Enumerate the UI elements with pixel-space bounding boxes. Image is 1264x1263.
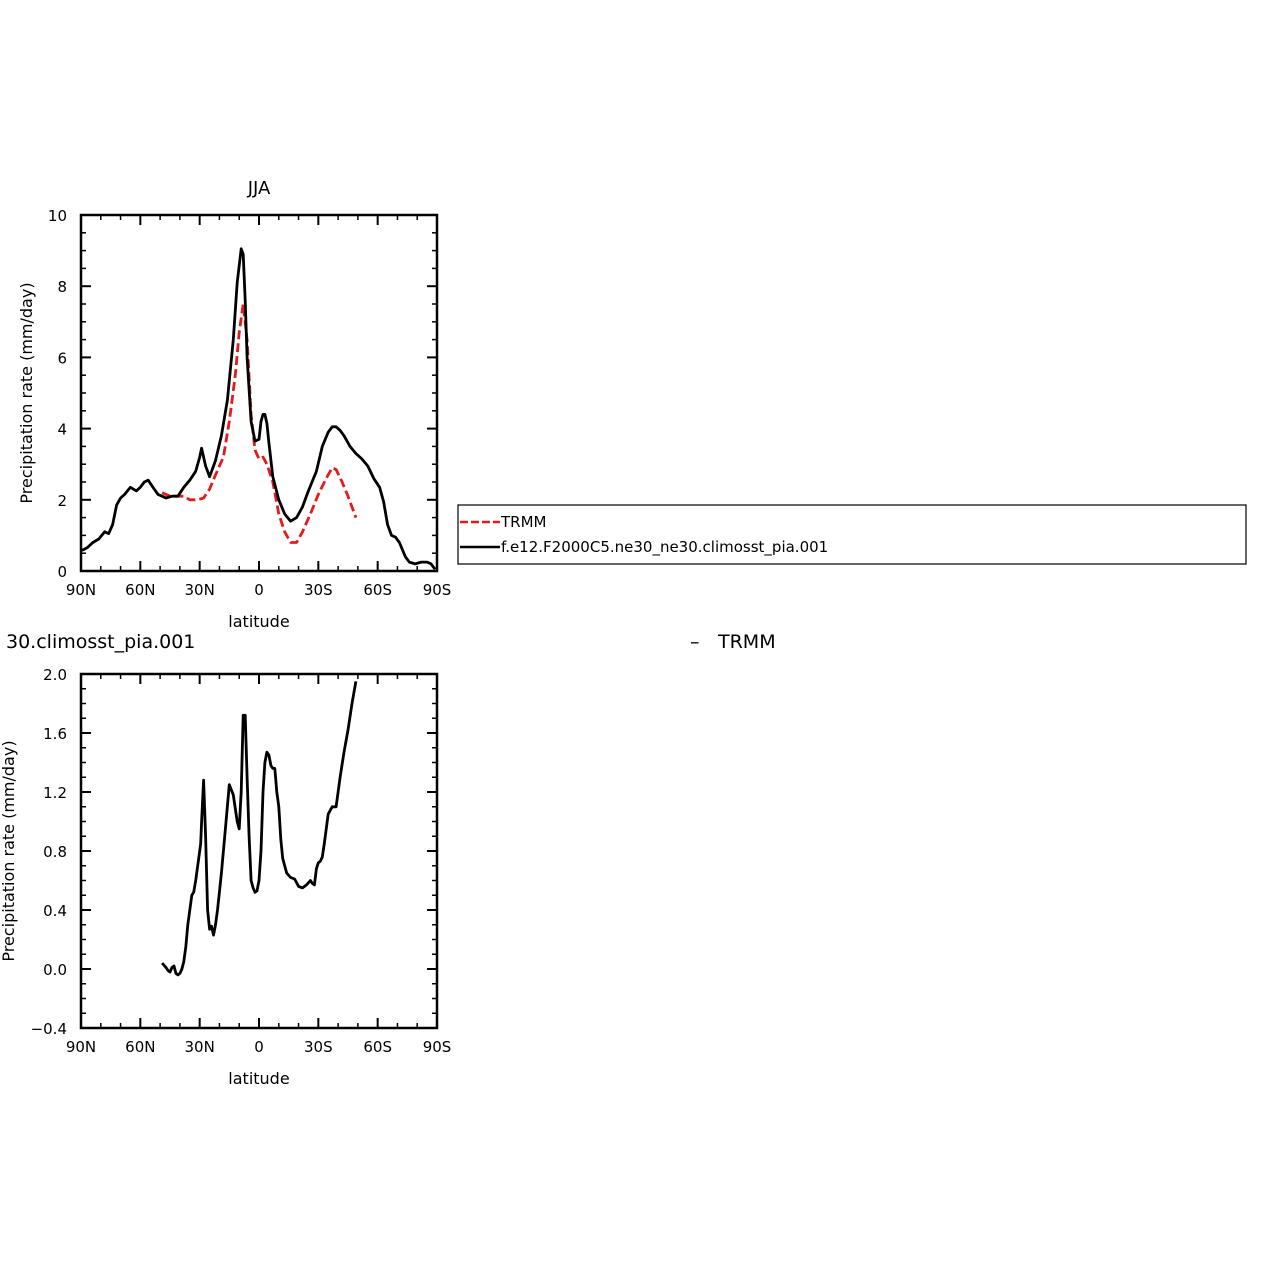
y-axis-title-top: Precipitation rate (mm/day): [17, 282, 36, 503]
chart-title-right-bottom: TRMM: [717, 631, 776, 653]
series-group-top: [81, 247, 437, 571]
x-tick-label: 90N: [66, 581, 96, 599]
x-tick-label: 90S: [423, 1038, 452, 1056]
y-tick-label: 0.0: [43, 961, 67, 979]
chart-panel-bottom: 30.climosst_pia.001 – TRMM 90N 60N 30N 0 30S…: [0, 631, 776, 1088]
x-tick-label: 60S: [363, 1038, 392, 1056]
y-tick-label: 0: [57, 563, 67, 581]
y-axis-title-bottom: Precipitation rate (mm/day): [0, 740, 18, 961]
y-tick-label: 0.8: [43, 843, 67, 861]
x-tick-labels-bottom: 90N 60N 30N 0 30S 60S 90S: [66, 1038, 451, 1056]
x-tick-label: 90S: [423, 581, 452, 599]
x-tick-label: 30N: [185, 1038, 215, 1056]
legend-label-model: f.e12.F2000C5.ne30_ne30.climosst_pia.001: [501, 538, 828, 557]
y-tick-label: 0.4: [43, 902, 67, 920]
y-tick-label: −0.4: [31, 1020, 67, 1038]
plot-frame-bottom: [79, 672, 439, 1030]
x-tick-label: 0: [254, 581, 264, 599]
x-tick-label: 30N: [185, 581, 215, 599]
series-line-f: [81, 247, 437, 571]
series-line-trmm: [161, 302, 358, 544]
plot-frame-top: [79, 213, 439, 573]
y-tick-labels-bottom: −0.4 0.0 0.4 0.8 1.2 1.6 2.0: [31, 666, 67, 1038]
x-tick-label: 60N: [125, 581, 155, 599]
legend: TRMM f.e12.F2000C5.ne30_ne30.climosst_pi…: [457, 504, 1247, 565]
y-tick-labels-top: 0 2 4 6 8 10: [48, 207, 67, 581]
legend-box: [457, 504, 1247, 565]
x-tick-label: 60S: [363, 581, 392, 599]
x-tick-label: 60N: [125, 1038, 155, 1056]
y-tick-label: 1.2: [43, 784, 67, 802]
series-group-bottom: [161, 681, 358, 977]
y-tick-label: 10: [48, 207, 67, 225]
y-tick-label: 6: [57, 349, 67, 367]
x-tick-labels-top: 90N 60N 30N 0 30S 60S 90S: [66, 581, 451, 599]
x-axis-title-bottom: latitude: [228, 1069, 289, 1088]
series-line-model-minus-obs: [161, 681, 358, 977]
x-tick-label: 30S: [304, 581, 333, 599]
y-tick-label: 2: [57, 492, 67, 510]
x-tick-label: 90N: [66, 1038, 96, 1056]
chart-panel-top: JJA 90N 60N 30N 0 30S 60S 90S 0 2 4 6 8 10 latitude…: [17, 178, 451, 631]
legend-label-trmm: TRMM: [500, 513, 546, 531]
y-tick-label: 2.0: [43, 666, 67, 684]
chart-title-bottom: 30.climosst_pia.001: [6, 631, 195, 653]
axis-ticks-bottom: [80, 673, 438, 1029]
axis-ticks-top: [80, 214, 438, 572]
x-tick-label: 30S: [304, 1038, 333, 1056]
chart-title-right-dash: –: [690, 631, 700, 653]
x-axis-title-top: latitude: [228, 612, 289, 631]
y-tick-label: 1.6: [43, 725, 67, 743]
chart-title-top: JJA: [247, 178, 271, 199]
x-tick-label: 0: [254, 1038, 264, 1056]
y-tick-label: 8: [57, 278, 67, 296]
y-tick-label: 4: [57, 421, 67, 439]
